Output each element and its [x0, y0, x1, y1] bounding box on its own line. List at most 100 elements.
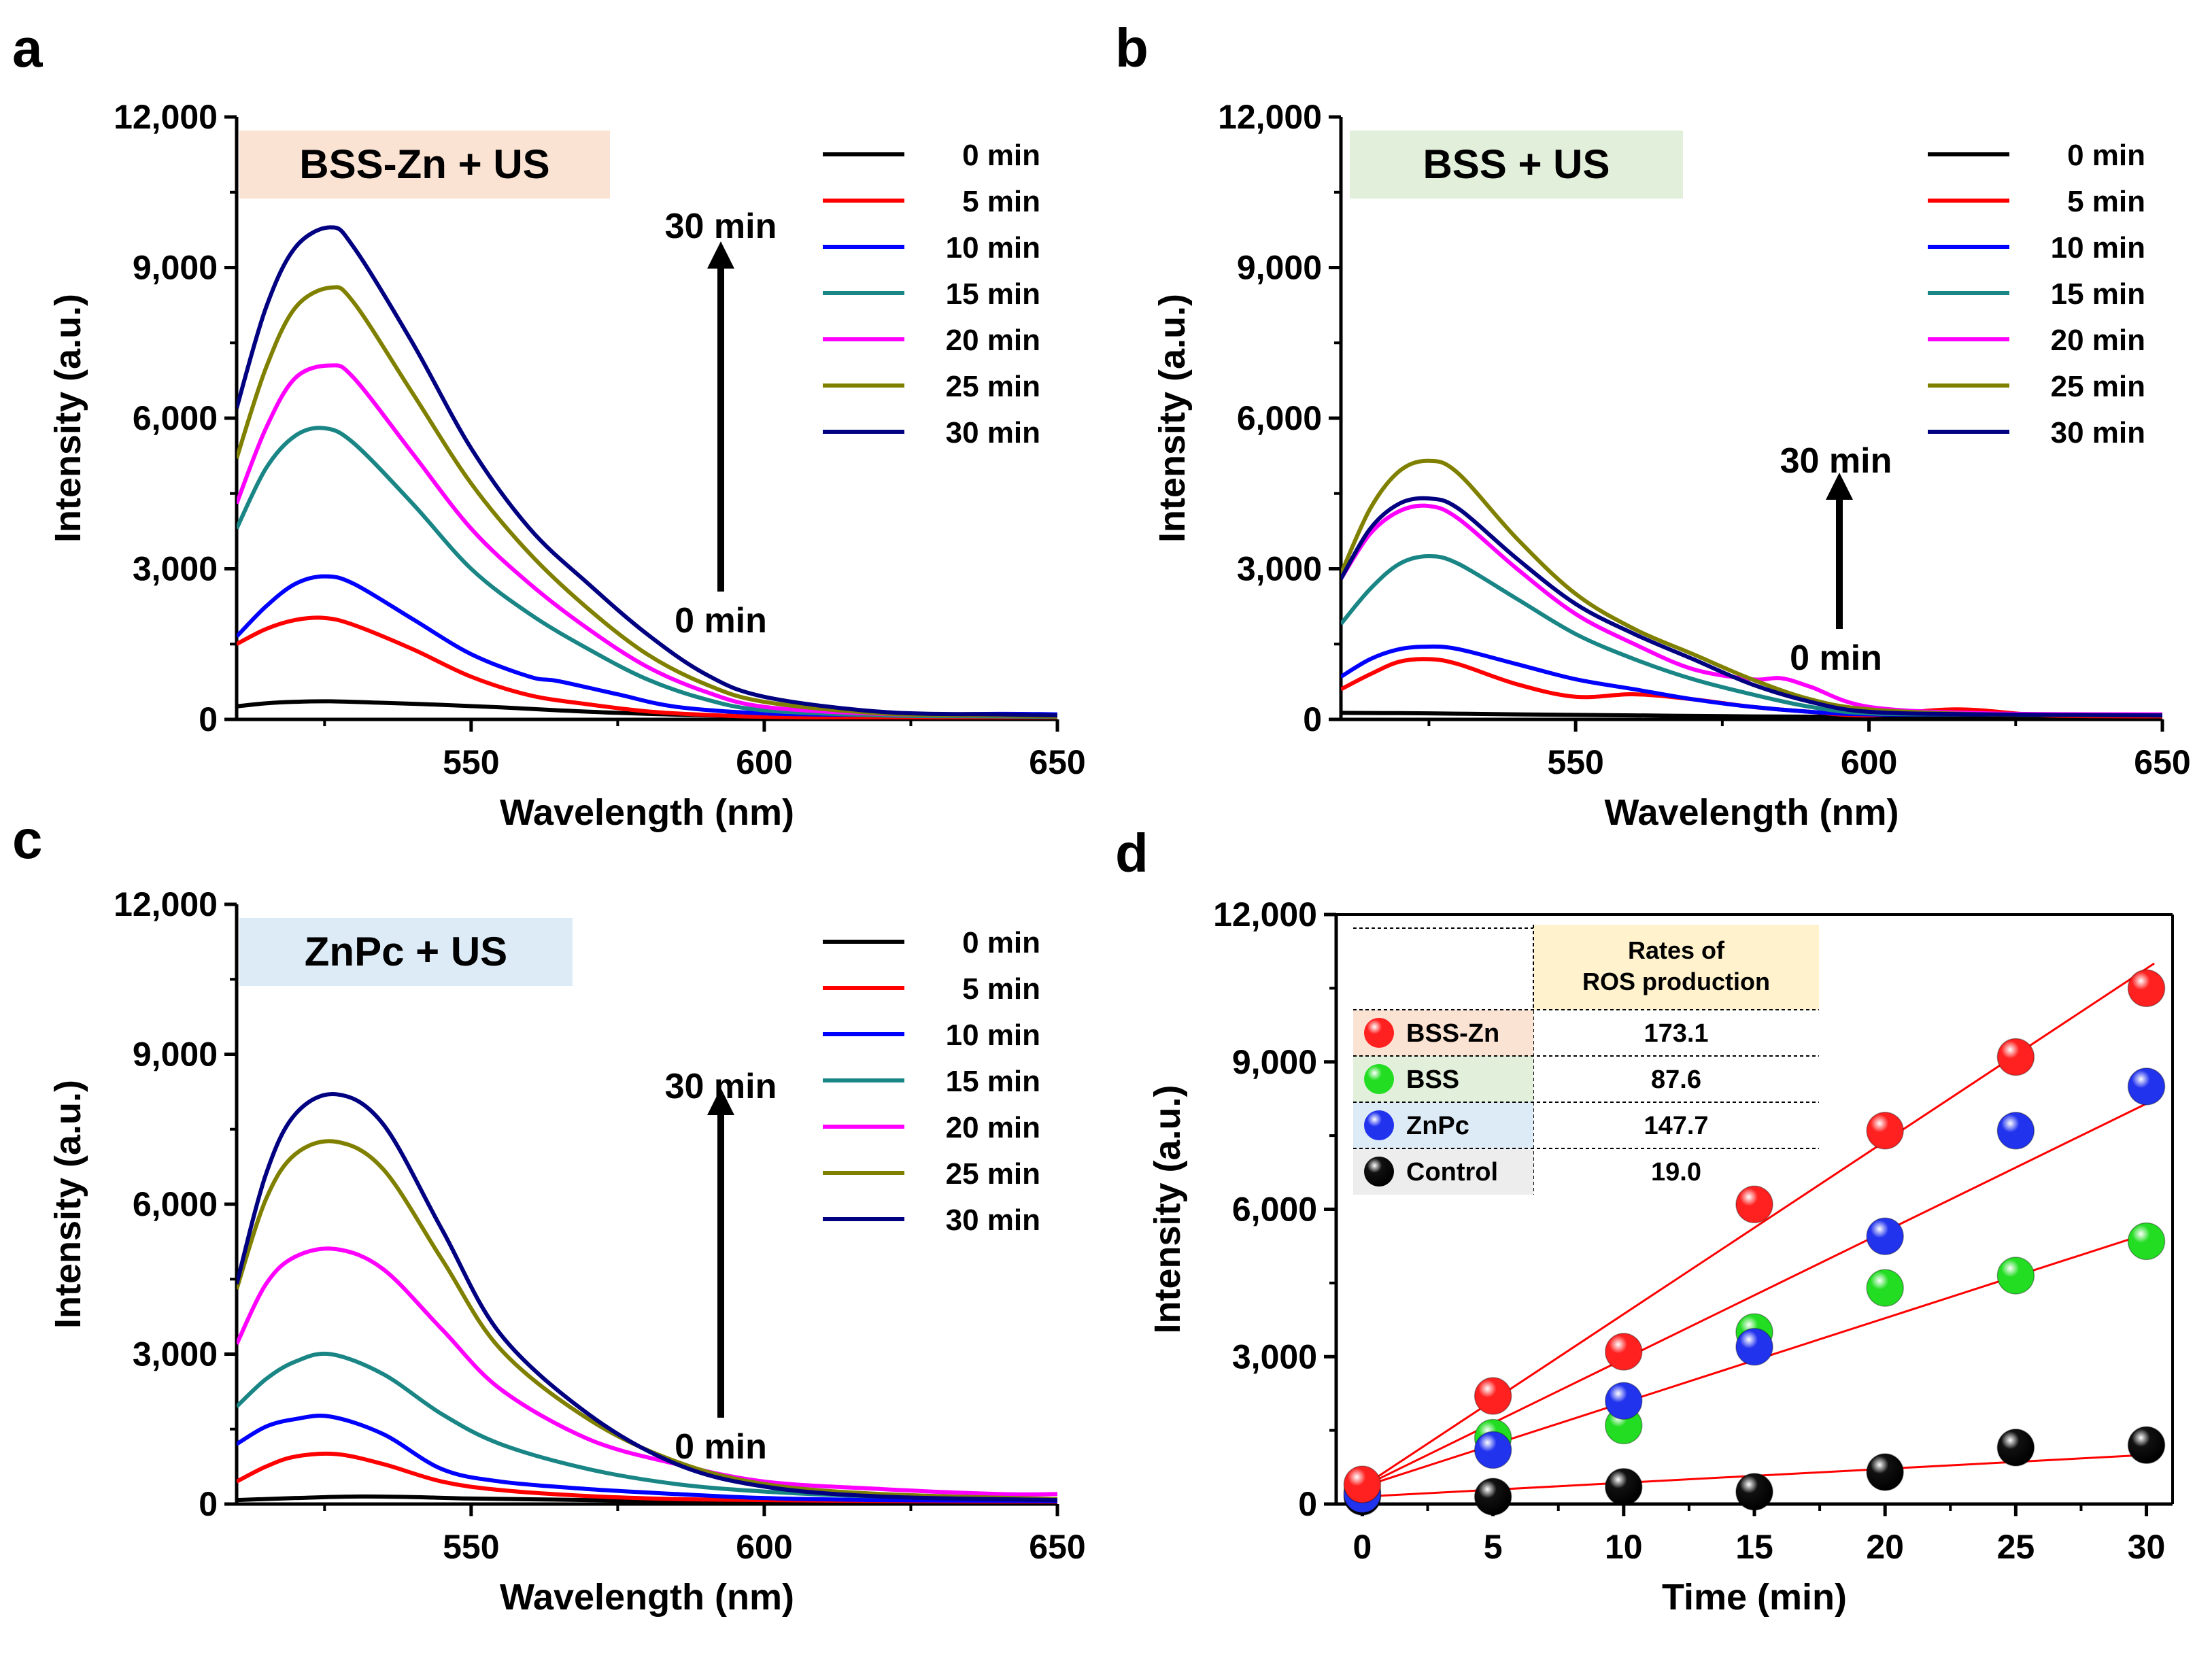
arrow-top-label: 30 min	[665, 207, 777, 246]
x-tick-label: 600	[736, 1528, 792, 1566]
title-box	[239, 131, 610, 199]
series-line-2	[237, 1414, 1057, 1503]
y-tick-label: 12,000	[1218, 98, 1322, 136]
table-row-name: BSS	[1406, 1065, 1459, 1094]
x-tick-label: 550	[443, 1528, 499, 1566]
x-tick-label: 550	[443, 743, 499, 781]
table-header-line: ROS production	[1582, 968, 1770, 995]
legend-label: 5 min	[962, 972, 1040, 1006]
x-tick-label: 0	[1353, 1528, 1372, 1566]
data-point	[1866, 1112, 1904, 1150]
table-marker	[1364, 1110, 1394, 1140]
series-line-3	[1341, 554, 2162, 718]
legend-label: 20 min	[946, 1111, 1040, 1144]
legend-label: 0 min	[962, 139, 1040, 172]
y-tick-label: 3,000	[133, 1335, 218, 1374]
legend-label: 25 min	[2051, 370, 2145, 403]
y-axis-title: Intensity (a.u.)	[48, 294, 88, 543]
legend-label: 5 min	[2067, 185, 2145, 218]
data-point	[1605, 1333, 1643, 1371]
series-line-2	[237, 574, 1057, 717]
y-tick-label: 9,000	[1232, 1043, 1317, 1081]
x-tick-label: 650	[2134, 743, 2190, 781]
table-marker	[1364, 1018, 1394, 1048]
table-row-rate: 19.0	[1651, 1158, 1701, 1187]
series-line-0	[1341, 711, 2162, 719]
legend-label: 30 min	[946, 416, 1040, 449]
x-axis-title: Time (min)	[1662, 1577, 1847, 1618]
y-tick-label: 3,000	[1237, 550, 1322, 588]
x-tick-label: 20	[1866, 1528, 1904, 1566]
title-box	[239, 918, 573, 986]
y-tick-label: 9,000	[1237, 249, 1322, 287]
data-point	[1996, 1112, 2035, 1150]
legend-label: 10 min	[946, 231, 1040, 265]
legend-label: 10 min	[946, 1019, 1040, 1052]
data-point	[1735, 1328, 1773, 1366]
x-tick-label: 10	[1605, 1528, 1643, 1566]
x-tick-label: 650	[1029, 1528, 1085, 1566]
y-tick-label: 0	[1303, 700, 1322, 738]
data-point	[1866, 1453, 1904, 1491]
data-point	[1474, 1478, 1512, 1516]
x-axis-title: Wavelength (nm)	[500, 1577, 794, 1618]
y-tick-label: 0	[199, 700, 218, 738]
table-header-line: Rates of	[1628, 936, 1725, 964]
trend-arrow-head	[707, 241, 734, 269]
y-tick-label: 6,000	[133, 399, 218, 437]
series-line-6	[1341, 496, 2162, 718]
legend-label: 30 min	[2051, 416, 2145, 449]
data-point	[1605, 1467, 1643, 1506]
y-tick-label: 9,000	[133, 249, 218, 287]
series-line-4	[237, 1246, 1057, 1497]
legend-label: 15 min	[2051, 277, 2145, 311]
table-marker	[1364, 1064, 1394, 1094]
data-point	[1996, 1038, 2035, 1076]
table-header-bg	[1533, 925, 1819, 1010]
data-point	[2127, 1222, 2166, 1261]
legend-label: 15 min	[946, 277, 1040, 311]
panel-b: b 0 3,000 6,000 9,000 12,000 550 600 650 Waveleng…	[1115, 18, 2191, 833]
series-line-6	[237, 225, 1057, 718]
y-tick-label: 12,000	[1213, 895, 1317, 934]
panel-c: c 0 3,000 6,000 9,000 12,000 550 600 650 Waveleng…	[12, 809, 1086, 1618]
series-line-4	[237, 363, 1057, 718]
table-row-name: Control	[1406, 1158, 1498, 1187]
x-tick-label: 650	[1029, 743, 1085, 781]
table-row-rate: 87.6	[1651, 1065, 1701, 1094]
x-axis-title: Wavelength (nm)	[1604, 792, 1899, 833]
legend-label: 0 min	[2067, 139, 2145, 172]
y-axis-title: Intensity (a.u.)	[48, 1080, 88, 1329]
y-axis-title: Intensity (a.u.)	[1147, 1085, 1188, 1333]
table-row-rate: 147.7	[1644, 1112, 1708, 1140]
title-box-label: BSS-Zn + US	[299, 141, 549, 187]
x-tick-label: 15	[1735, 1528, 1773, 1566]
arrow-bottom-label: 0 min	[1790, 638, 1882, 678]
y-tick-label: 12,000	[114, 98, 218, 136]
series-line-3	[237, 426, 1057, 719]
trend-arrow-head	[707, 1088, 734, 1115]
data-point	[2127, 969, 2166, 1008]
legend-label: 25 min	[946, 1157, 1040, 1191]
data-point	[1474, 1377, 1512, 1415]
panel-a: a 0 3,000 6,000 9,000 12,000 550 600 650 Waveleng…	[12, 18, 1086, 833]
title-box-label: BSS + US	[1423, 141, 1610, 187]
data-point	[1996, 1429, 2035, 1467]
data-point	[1474, 1431, 1512, 1469]
y-tick-label: 6,000	[1232, 1191, 1317, 1229]
legend-label: 10 min	[2051, 231, 2145, 265]
panel-letter: c	[12, 809, 43, 870]
legend-label: 15 min	[946, 1065, 1040, 1098]
y-tick-label: 6,000	[133, 1185, 218, 1223]
table-row-rate: 173.1	[1644, 1019, 1708, 1048]
legend-label: 30 min	[946, 1204, 1040, 1237]
table-marker	[1364, 1157, 1394, 1187]
y-tick-label: 9,000	[133, 1036, 218, 1074]
x-tick-label: 30	[2128, 1528, 2166, 1566]
x-axis-title: Wavelength (nm)	[500, 792, 794, 833]
table-row-name: ZnPc	[1406, 1112, 1469, 1140]
legend-label: 20 min	[2051, 324, 2145, 357]
y-tick-label: 12,000	[114, 885, 218, 923]
data-point	[1735, 1473, 1773, 1511]
title-box	[1350, 131, 1683, 199]
